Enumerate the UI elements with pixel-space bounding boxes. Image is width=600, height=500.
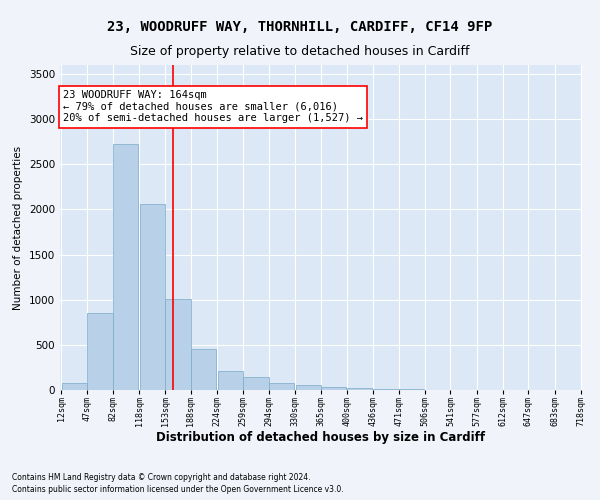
Bar [321, 388, 346, 390]
Bar [269, 383, 294, 390]
Bar [62, 383, 87, 390]
Text: Contains public sector information licensed under the Open Government Licence v3: Contains public sector information licen… [12, 486, 344, 494]
Text: Contains HM Land Registry data © Crown copyright and database right 2024.: Contains HM Land Registry data © Crown c… [12, 473, 311, 482]
Bar [113, 144, 139, 390]
X-axis label: Distribution of detached houses by size in Cardiff: Distribution of detached houses by size … [157, 431, 485, 444]
Text: 23 WOODRUFF WAY: 164sqm
← 79% of detached houses are smaller (6,016)
20% of semi: 23 WOODRUFF WAY: 164sqm ← 79% of detache… [63, 90, 363, 124]
Text: 23, WOODRUFF WAY, THORNHILL, CARDIFF, CF14 9FP: 23, WOODRUFF WAY, THORNHILL, CARDIFF, CF… [107, 20, 493, 34]
Bar [244, 378, 269, 390]
Bar [140, 204, 165, 390]
Bar [373, 388, 398, 390]
Bar [166, 299, 191, 390]
Bar [399, 389, 424, 390]
Text: Size of property relative to detached houses in Cardiff: Size of property relative to detached ho… [130, 45, 470, 58]
Y-axis label: Number of detached properties: Number of detached properties [13, 146, 23, 310]
Bar [218, 371, 243, 390]
Bar [88, 314, 113, 390]
Bar [191, 349, 217, 390]
Bar [347, 388, 372, 390]
Bar [296, 384, 321, 390]
